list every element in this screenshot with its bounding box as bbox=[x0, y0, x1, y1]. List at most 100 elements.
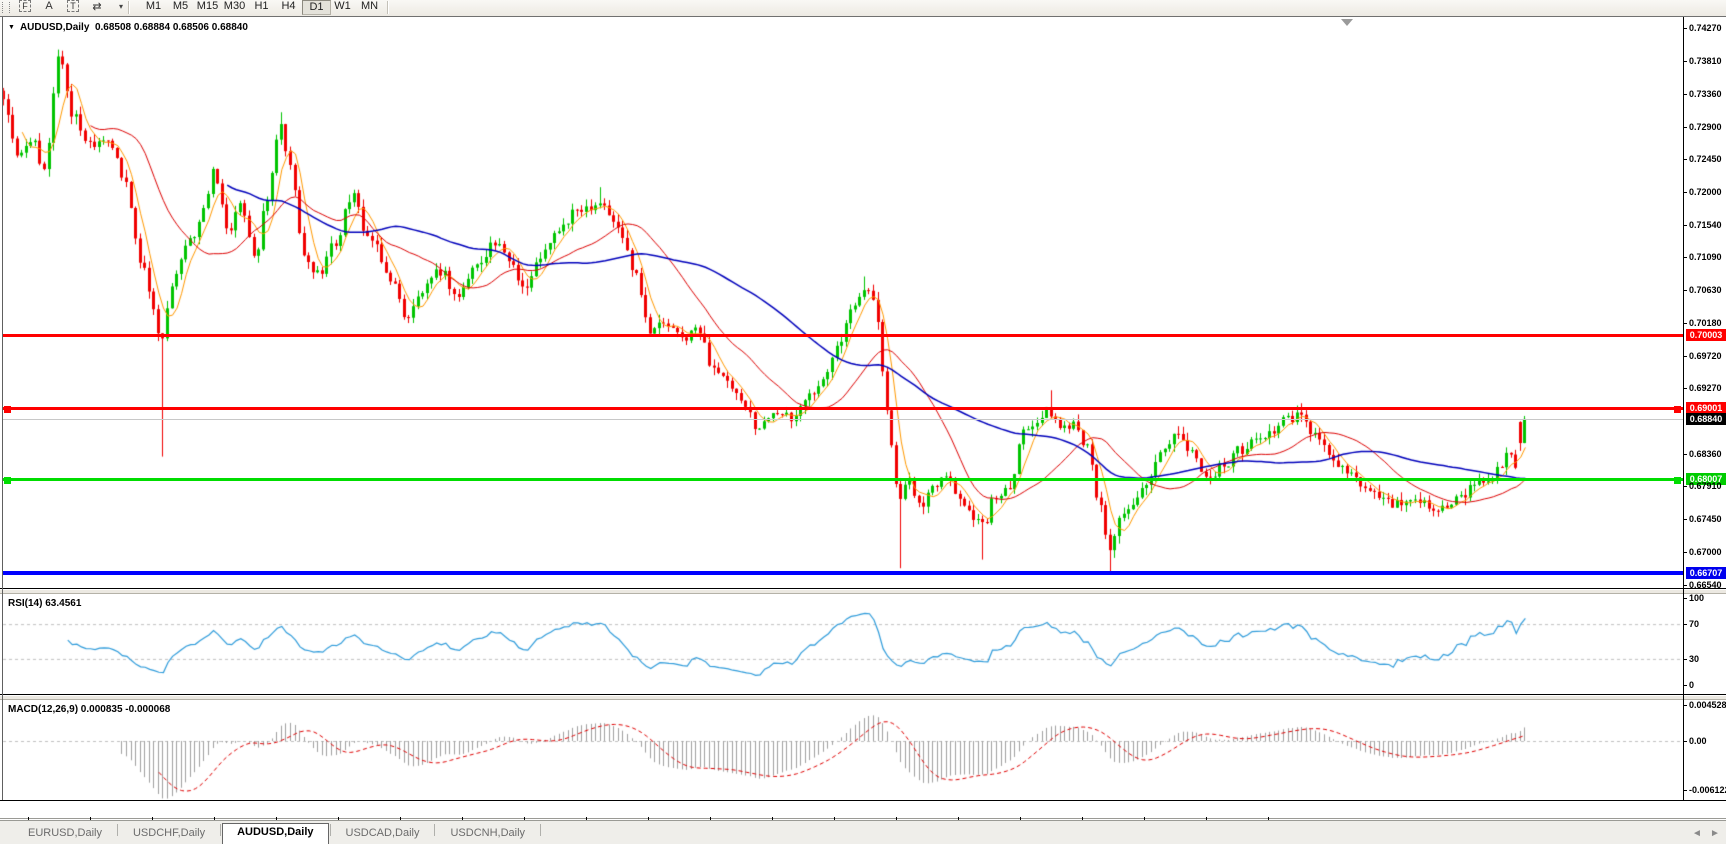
axis-tick bbox=[1683, 519, 1687, 520]
timeframe-button-m15[interactable]: M15 bbox=[196, 0, 219, 12]
date-tick bbox=[1082, 817, 1083, 820]
axis-tick bbox=[1683, 159, 1687, 160]
price-tick-0.72450: 0.72450 bbox=[1689, 154, 1722, 164]
price-tick-0.70180: 0.70180 bbox=[1689, 318, 1722, 328]
date-tick bbox=[90, 817, 91, 820]
price-badge-0.66707: 0.66707 bbox=[1686, 567, 1726, 579]
top-toolbar: F A T ⇄ ▾ M1 M5 M15 M30 H1 H4 D1 W1 MN bbox=[0, 0, 1726, 17]
date-tick bbox=[834, 817, 835, 820]
pane-splitter-macd[interactable] bbox=[0, 695, 1726, 700]
chart-tab-usdcad[interactable]: USDCAD,Daily bbox=[345, 827, 420, 839]
timeframe-button-d1[interactable]: D1 bbox=[302, 0, 331, 15]
axis-tick bbox=[1683, 28, 1687, 29]
macd-scale-0.004528: 0.004528 bbox=[1689, 700, 1726, 710]
timeframe-button-h1[interactable]: H1 bbox=[254, 0, 269, 12]
price-chart-canvas[interactable] bbox=[0, 16, 1726, 820]
chart-ohlc-values: 0.68508 0.68884 0.68506 0.68840 bbox=[94, 22, 248, 33]
axis-tick bbox=[1683, 659, 1687, 660]
chart-tab-audusd[interactable]: AUDUSD,Daily bbox=[222, 823, 329, 844]
pane-splitter-rsi[interactable] bbox=[0, 589, 1726, 594]
chart-title: ▼ AUDUSD,Daily 0.68508 0.68884 0.68506 0.… bbox=[8, 22, 248, 33]
price-tick-0.68360: 0.68360 bbox=[1689, 449, 1722, 459]
date-tick bbox=[400, 817, 401, 820]
toolbar-indicator-arrows-tool[interactable]: ⇄ bbox=[92, 1, 102, 13]
date-tick bbox=[462, 817, 463, 820]
rsi-scale-0: 0 bbox=[1689, 680, 1695, 690]
date-tick bbox=[958, 817, 959, 820]
toolbar-arrows-dropdown[interactable]: ▾ bbox=[118, 2, 123, 11]
axis-tick bbox=[1683, 290, 1687, 291]
macd-pane-bottom-border bbox=[0, 800, 1726, 801]
macd-scale--0.006122: -0.006122 bbox=[1689, 785, 1726, 795]
axis-tick bbox=[1683, 598, 1687, 599]
date-tick bbox=[896, 817, 897, 820]
axis-tick bbox=[1683, 624, 1687, 625]
hline-0.66707[interactable] bbox=[3, 571, 1683, 575]
rsi-scale-70: 70 bbox=[1689, 619, 1700, 629]
price-tick-0.69270: 0.69270 bbox=[1689, 383, 1722, 393]
axis-tick bbox=[1683, 552, 1687, 553]
axis-tick bbox=[1683, 685, 1687, 686]
chart-window: ▼ AUDUSD,Daily 0.68508 0.68884 0.68506 0.… bbox=[0, 16, 1726, 832]
timeframe-button-mn[interactable]: MN bbox=[360, 0, 379, 12]
price-tick-0.73810: 0.73810 bbox=[1689, 56, 1722, 66]
axis-tick bbox=[1683, 94, 1687, 95]
chart-shift-marker-icon[interactable] bbox=[1341, 19, 1353, 26]
date-tick bbox=[586, 817, 587, 820]
date-tick bbox=[276, 817, 277, 820]
axis-tick bbox=[1683, 705, 1687, 706]
toolbar-separator bbox=[128, 1, 130, 14]
axis-tick bbox=[1683, 741, 1687, 742]
axis-tick bbox=[1683, 388, 1687, 389]
hline-0.68840[interactable] bbox=[3, 419, 1683, 420]
tab-separator bbox=[434, 823, 436, 836]
timeframe-button-h4[interactable]: H4 bbox=[281, 0, 296, 12]
timeframe-button-m30[interactable]: M30 bbox=[223, 0, 246, 12]
toolbar-text-label-tool[interactable]: T bbox=[62, 0, 84, 15]
rsi-scale-30: 30 bbox=[1689, 654, 1700, 664]
hline-handle-left-0.68007[interactable] bbox=[4, 477, 11, 484]
tab-separator bbox=[540, 823, 542, 836]
price-badge-0.68007: 0.68007 bbox=[1686, 473, 1726, 485]
hline-handle-right-0.68007[interactable] bbox=[1674, 477, 1681, 484]
chart-tab-eurusd[interactable]: EURUSD,Daily bbox=[28, 827, 102, 839]
chart-tab-usdchf[interactable]: USDCHF,Daily bbox=[132, 827, 206, 839]
price-tick-0.67910: 0.67910 bbox=[1689, 481, 1722, 491]
chart-title-dropdown-icon[interactable]: ▼ bbox=[8, 24, 15, 31]
price-tick-0.67000: 0.67000 bbox=[1689, 547, 1722, 557]
hline-handle-left-0.69001[interactable] bbox=[4, 406, 11, 413]
price-tick-0.72000: 0.72000 bbox=[1689, 187, 1722, 197]
chart-tab-usdcnh[interactable]: USDCNH,Daily bbox=[450, 827, 526, 839]
axis-tick bbox=[1683, 61, 1687, 62]
hline-0.70003[interactable] bbox=[3, 334, 1683, 337]
hline-0.68007[interactable] bbox=[3, 478, 1683, 481]
hline-handle-right-0.69001[interactable] bbox=[1674, 406, 1681, 413]
chart-left-border bbox=[2, 17, 3, 800]
tab-separator bbox=[220, 823, 222, 836]
axis-tick bbox=[1683, 790, 1687, 791]
timeframe-button-w1[interactable]: W1 bbox=[334, 0, 351, 12]
date-tick bbox=[28, 817, 29, 820]
toolbar-grip[interactable] bbox=[2, 2, 10, 13]
date-tick bbox=[214, 817, 215, 820]
timeframe-button-m5[interactable]: M5 bbox=[172, 0, 189, 12]
date-tick bbox=[1268, 817, 1269, 820]
axis-tick bbox=[1683, 356, 1687, 357]
main-pane-bottom-border bbox=[0, 588, 1726, 589]
axis-tick bbox=[1683, 486, 1687, 487]
date-tick bbox=[152, 817, 153, 820]
tabs-scroll-left-icon[interactable]: ◄ bbox=[1692, 828, 1702, 839]
axis-tick bbox=[1683, 127, 1687, 128]
price-tick-0.70630: 0.70630 bbox=[1689, 285, 1722, 295]
date-tick bbox=[1206, 817, 1207, 820]
timeframe-button-m1[interactable]: M1 bbox=[145, 0, 162, 12]
toolbar-period-separators-tool[interactable]: F bbox=[14, 0, 36, 15]
price-tick-0.71090: 0.71090 bbox=[1689, 252, 1722, 262]
tabs-scroll-right-icon[interactable]: ► bbox=[1710, 828, 1720, 839]
price-badge-0.68840: 0.68840 bbox=[1686, 413, 1726, 425]
price-tick-0.66540: 0.66540 bbox=[1689, 580, 1722, 590]
date-tick bbox=[772, 817, 773, 820]
hline-0.69001[interactable] bbox=[3, 407, 1683, 410]
toolbar-arrow-pointer-tool[interactable]: A bbox=[45, 0, 53, 12]
price-tick-0.72900: 0.72900 bbox=[1689, 122, 1722, 132]
